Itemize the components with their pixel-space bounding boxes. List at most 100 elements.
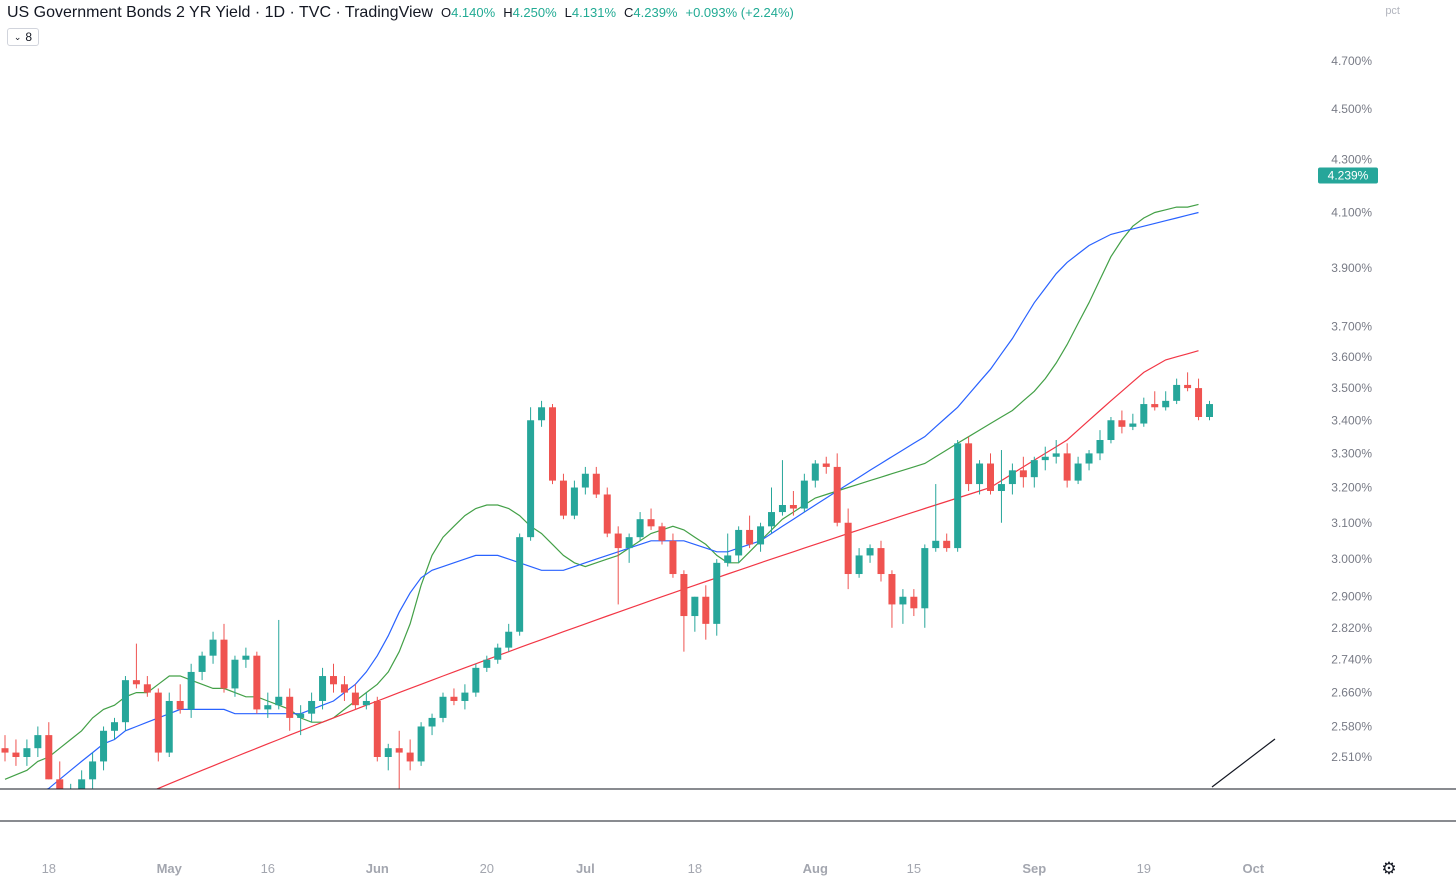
symbol-title[interactable]: US Government Bonds 2 YR Yield · 1D · TV… [7, 4, 433, 21]
candle [330, 663, 337, 693]
candle [308, 692, 316, 723]
candle [581, 466, 589, 495]
candle [494, 643, 502, 664]
candle [997, 450, 1005, 523]
price-unit-label: pct [1385, 5, 1400, 17]
candle [231, 655, 239, 697]
candle [395, 730, 403, 789]
candle [264, 692, 272, 718]
candle [1008, 463, 1016, 495]
price-tick-label: 2.740% [1331, 653, 1372, 667]
candle [1195, 378, 1203, 421]
time-axis: 18 May 16 Jun 20 Jul 18 Aug 15 Sep 19 Oct [42, 861, 1265, 876]
candle [713, 559, 721, 636]
price-tick-label: 3.900% [1331, 261, 1372, 275]
gear-icon[interactable]: ⚙ [1381, 859, 1397, 878]
trend-line-drawing[interactable] [1211, 738, 1276, 788]
time-tick-label: 19 [1137, 861, 1151, 876]
candle [899, 589, 907, 624]
price-tick-label: 3.400% [1331, 413, 1372, 427]
time-tick-label: Oct [1242, 861, 1264, 876]
chart-header: US Government Bonds 2 YR Yield · 1D · TV… [7, 4, 794, 26]
candle [735, 526, 743, 563]
candle [143, 676, 151, 697]
candle [921, 544, 929, 628]
candle [527, 407, 535, 541]
candle [844, 508, 852, 590]
candle [877, 540, 885, 582]
candle [1052, 440, 1060, 464]
candle [888, 570, 896, 628]
candle [833, 453, 841, 527]
candle [56, 761, 64, 789]
candle [1184, 372, 1192, 392]
candle [89, 752, 97, 789]
indicator-count: 8 [25, 30, 33, 44]
price-tick-label: 3.700% [1331, 319, 1372, 333]
candle [23, 739, 31, 766]
candle [866, 544, 874, 563]
price-tick-label: 3.100% [1331, 516, 1372, 530]
indicators-toggle-button[interactable]: ⌄ 8 [7, 28, 39, 46]
candle [1085, 450, 1093, 471]
candle [1129, 413, 1137, 431]
candle [647, 508, 655, 530]
time-tick-label: May [157, 861, 183, 876]
time-tick-label: 18 [42, 861, 56, 876]
candle [439, 692, 447, 723]
candle [351, 684, 359, 710]
candle [1019, 456, 1027, 488]
moving-average-line [4, 203, 1199, 780]
candle [658, 522, 666, 545]
candle [209, 631, 217, 664]
candle [111, 717, 118, 740]
candle [297, 705, 305, 736]
candle [800, 473, 808, 513]
candle [483, 655, 491, 672]
candle [669, 533, 677, 578]
close-value: C4.239% [624, 5, 678, 20]
moving-average-line [45, 211, 1199, 789]
candle [943, 533, 951, 552]
candle [461, 684, 469, 710]
high-value: H4.250% [503, 5, 557, 20]
candle [45, 722, 53, 780]
candle [1140, 397, 1148, 427]
time-tick-label: 18 [688, 861, 702, 876]
candle [976, 460, 984, 495]
moving-average-line [155, 350, 1199, 789]
candle [570, 480, 578, 520]
candle [406, 739, 414, 771]
time-tick-label: 20 [480, 861, 494, 876]
candle [702, 585, 710, 640]
chevron-down-icon: ⌄ [13, 31, 22, 42]
candle [1063, 443, 1071, 488]
price-tick-label: 2.900% [1331, 590, 1372, 604]
candle [516, 533, 524, 636]
candle [757, 522, 765, 552]
candle [165, 692, 173, 757]
time-tick-label: Sep [1022, 861, 1046, 876]
candle [373, 696, 381, 762]
candle [220, 623, 228, 693]
candle [724, 533, 732, 567]
candle [1041, 446, 1049, 471]
candle [910, 589, 918, 617]
price-tick-label: 3.500% [1331, 381, 1372, 395]
candle [538, 400, 546, 427]
candle [1118, 410, 1126, 434]
candle [286, 688, 294, 731]
candle [778, 460, 786, 516]
change-value: +0.093% (+2.24%) [685, 5, 794, 20]
candle [132, 643, 140, 689]
candle [121, 676, 129, 731]
candle [275, 619, 283, 710]
candle [1206, 400, 1213, 421]
candle [198, 651, 206, 681]
price-tick-label: 4.100% [1331, 206, 1372, 220]
candle [592, 466, 600, 498]
candle [625, 533, 633, 563]
candle [1107, 417, 1115, 444]
candle [1074, 456, 1082, 485]
